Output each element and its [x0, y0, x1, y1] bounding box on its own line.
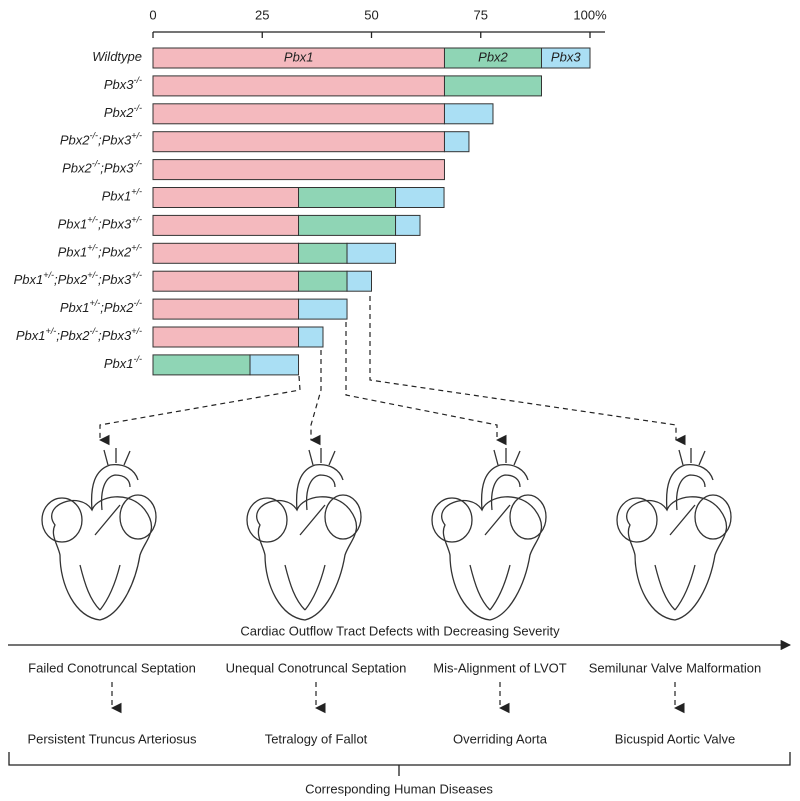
bar-segment	[152, 242, 300, 264]
bar-segment	[152, 354, 251, 376]
bar-segment	[443, 131, 470, 153]
segment-label: Pbx3	[551, 49, 581, 64]
bar-segment	[152, 298, 300, 320]
hearts	[41, 447, 732, 621]
bar-segment	[152, 131, 445, 153]
bracket	[8, 752, 791, 776]
bar-segment	[152, 214, 300, 236]
bar-segment	[152, 159, 445, 181]
bar-segment	[395, 187, 445, 208]
bar-segment	[152, 326, 300, 348]
bar-segment	[346, 270, 373, 292]
defect: Semilunar Valve Malformation	[589, 660, 761, 675]
bar-segment	[298, 214, 397, 236]
bar-segment	[346, 242, 397, 264]
bar-segment	[298, 270, 348, 292]
bar-segment	[152, 75, 445, 97]
bar-segment	[249, 354, 300, 376]
category-label: Pbx1+/-;Pbx3+/-	[58, 215, 142, 232]
bar-segment	[152, 103, 445, 125]
category-label: Pbx1+/-;Pbx2-/-	[60, 298, 142, 315]
disease: Persistent Truncus Arteriosus	[27, 731, 197, 746]
bar-segment	[298, 187, 397, 208]
bar-segment	[540, 47, 591, 69]
bar-segment	[298, 298, 348, 320]
defect: Mis-Alignment of LVOT	[433, 660, 566, 675]
connectors	[98, 296, 686, 446]
axis-title: Cardiac Outflow Tract Defects with Decre…	[240, 623, 560, 638]
disease: Bicuspid Aortic Valve	[615, 731, 735, 746]
bar-segment	[152, 270, 300, 292]
category-label: Pbx2-/-;Pbx3-/-	[62, 159, 142, 176]
footer: Corresponding Human Diseases	[305, 781, 493, 796]
category-label: Wildtype	[92, 49, 142, 64]
segment-label: Pbx2	[478, 49, 508, 64]
bar-segment	[298, 326, 324, 348]
segment-label: Pbx1	[284, 49, 314, 64]
category-label: Pbx3-/-	[104, 75, 142, 92]
bar-chart: 0 25 50 75 100% Wildtype Pbx1 Pbx2 Pbx3 Pbx3-/- Pb…	[14, 7, 607, 376]
disease: Tetralogy of Fallot	[265, 731, 368, 746]
disease: Overriding Aorta	[453, 731, 548, 746]
x-tick-label: 75	[474, 7, 488, 22]
x-tick-label: 100%	[573, 7, 607, 22]
category-label: Pbx1+/-;Pbx2+/-;Pbx3+/-	[14, 271, 142, 288]
bar-segment	[443, 75, 542, 97]
defect: Failed Conotruncal Septation	[28, 660, 196, 675]
x-tick-label: 25	[255, 7, 269, 22]
x-tick-label: 0	[149, 7, 156, 22]
category-label: Pbx2-/-	[104, 103, 142, 120]
defect: Unequal Conotruncal Septation	[226, 660, 407, 675]
category-label: Pbx1+/-;Pbx2+/-	[58, 243, 142, 260]
category-label: Pbx1+/-;Pbx2-/-;Pbx3+/-	[16, 326, 142, 343]
bar-segment	[298, 242, 348, 264]
defect-list: Failed Conotruncal Septation Persistent T…	[27, 660, 761, 746]
bar-segment	[443, 103, 494, 125]
category-label: Pbx1+/-	[102, 187, 142, 204]
bar-segment	[395, 214, 421, 236]
x-tick-label: 50	[364, 7, 378, 22]
category-label: Pbx1-/-	[104, 354, 142, 371]
category-label: Pbx2-/-;Pbx3+/-	[60, 131, 142, 148]
bar-segment	[152, 187, 300, 208]
